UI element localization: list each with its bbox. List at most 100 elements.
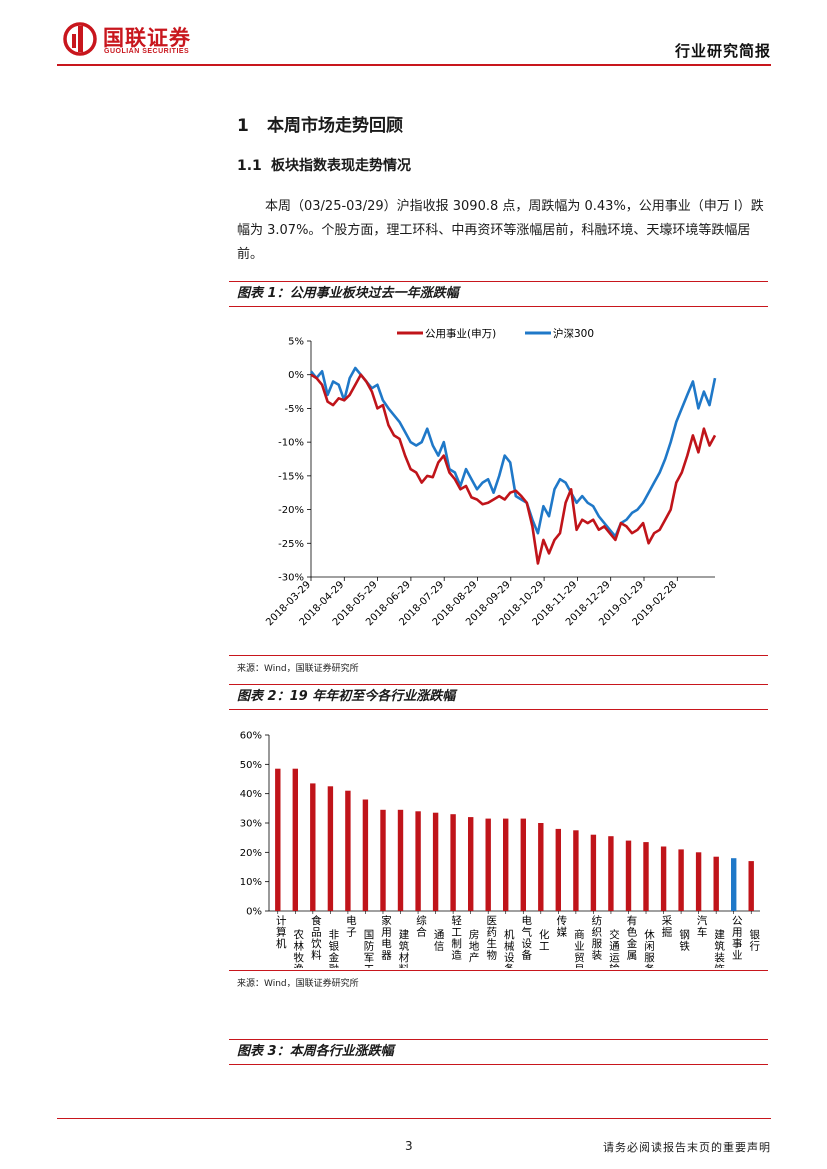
x-category-label: 家用电器 bbox=[380, 914, 392, 961]
subsection-number: 1.1 bbox=[237, 158, 262, 174]
bar bbox=[643, 842, 649, 911]
y-tick-label: 10% bbox=[240, 877, 262, 888]
bar bbox=[555, 828, 561, 911]
x-category-label: 传媒 bbox=[555, 915, 567, 938]
series-line bbox=[310, 373, 717, 565]
x-category-label: 食品饮料 bbox=[310, 914, 322, 961]
logo-text-en: GUOLIAN SECURITIES bbox=[104, 48, 190, 55]
bar bbox=[415, 811, 421, 911]
y-tick-label: 0% bbox=[246, 907, 262, 918]
y-tick-label: -20% bbox=[278, 505, 304, 516]
figure-1-divider bbox=[229, 655, 768, 656]
bar bbox=[292, 768, 298, 911]
bar bbox=[660, 846, 667, 911]
x-category-label: 综合 bbox=[415, 914, 427, 938]
figure-2-divider bbox=[229, 970, 768, 971]
y-tick-label: 5% bbox=[288, 337, 304, 348]
y-tick-label: 20% bbox=[240, 848, 262, 859]
bar bbox=[485, 818, 491, 911]
x-category-label: 国防军工 bbox=[362, 929, 374, 968]
x-category-label: 银行 bbox=[748, 928, 760, 952]
figure-3-title: 图表 3：本周各行业涨跌幅 bbox=[229, 1039, 768, 1065]
bar bbox=[695, 852, 702, 911]
x-category-label: 计算机 bbox=[275, 914, 287, 949]
x-category-label: 纺织服装 bbox=[590, 914, 602, 961]
bar bbox=[538, 823, 544, 911]
logo-text-cn: 国联证券 bbox=[103, 26, 191, 50]
y-tick-label: -25% bbox=[278, 539, 304, 550]
x-category-label: 轻工制造 bbox=[450, 914, 462, 961]
x-category-label: 钢铁 bbox=[678, 928, 690, 952]
summary-paragraph: 本周（03/25-03/29）沪指收报 3090.8 点，周跌幅为 0.43%，… bbox=[237, 199, 764, 262]
legend-label: 公用事业(申万) bbox=[425, 327, 496, 340]
y-tick-label: -30% bbox=[278, 573, 304, 584]
bar bbox=[713, 856, 719, 911]
x-category-label: 房地产 bbox=[468, 928, 480, 963]
bar bbox=[310, 783, 316, 911]
subsection-title: 板块指数表现走势情况 bbox=[271, 158, 411, 174]
legend-label: 沪深300 bbox=[553, 327, 594, 340]
page-header: 国联证券 GUOLIAN SECURITIES 行业研究简报 bbox=[57, 20, 771, 64]
x-category-label: 电气设备 bbox=[520, 914, 532, 961]
x-category-label: 医药生物 bbox=[485, 915, 497, 961]
bar-chart: 0% 10% 20% 30% 40% 50% 60% 计算机 农林牧渔 食品饮料 非银金融电子国防… bbox=[240, 731, 760, 969]
bar bbox=[432, 812, 439, 911]
x-category-label: 采掘 bbox=[661, 915, 673, 938]
bar bbox=[573, 830, 579, 911]
bar bbox=[748, 861, 754, 911]
x-category-label: 非银金融 bbox=[327, 929, 339, 968]
x-category-label: 交通运输 bbox=[608, 928, 620, 968]
bar bbox=[468, 817, 474, 911]
bar bbox=[503, 818, 509, 911]
y-tick-label: 40% bbox=[240, 789, 262, 800]
x-category-label: 机械设备 bbox=[503, 928, 515, 968]
line-chart: 公用事业(申万) 沪深300 5% 0% -5% -10% -15% -20% -25% -30… bbox=[264, 327, 717, 628]
header-divider bbox=[57, 64, 771, 66]
company-logo: 国联证券 GUOLIAN SECURITIES bbox=[63, 20, 223, 60]
figure-2-source: 来源：Wind，国联证券研究所 bbox=[237, 979, 359, 989]
bar bbox=[731, 858, 737, 911]
x-category-label: 有色金属 bbox=[625, 914, 637, 961]
bar bbox=[275, 768, 281, 911]
x-category-label: 汽车 bbox=[696, 914, 708, 938]
x-category-label: 建筑装饰 bbox=[713, 928, 725, 968]
figure-1-source: 来源：Wind，国联证券研究所 bbox=[237, 664, 359, 674]
y-tick-label: 30% bbox=[240, 819, 262, 830]
series-line bbox=[309, 366, 717, 538]
bar bbox=[625, 840, 632, 911]
section-number: 1 bbox=[237, 116, 249, 136]
footer-divider bbox=[57, 1118, 771, 1119]
x-category-label: 建筑材料 bbox=[398, 928, 410, 968]
bar bbox=[397, 809, 404, 911]
bar bbox=[327, 786, 334, 911]
bar bbox=[590, 834, 597, 911]
x-category-label: 公用事业 bbox=[731, 915, 743, 961]
x-category-label: 化工 bbox=[538, 928, 550, 952]
bar bbox=[345, 790, 351, 911]
x-category-label: 通信 bbox=[433, 929, 445, 952]
report-type: 行业研究简报 bbox=[674, 42, 771, 60]
y-tick-label: 0% bbox=[288, 370, 304, 381]
y-tick-label: 60% bbox=[240, 731, 262, 742]
logo-mark-icon bbox=[63, 22, 97, 56]
x-category-label: 电子 bbox=[345, 914, 357, 938]
bar bbox=[678, 849, 684, 911]
section-heading: 1 本周市场走势回顾 bbox=[237, 111, 403, 136]
y-tick-label: -5% bbox=[285, 404, 304, 415]
x-category-label: 休闲服务 bbox=[643, 929, 655, 968]
bar bbox=[362, 799, 369, 911]
y-tick-label: -15% bbox=[278, 471, 304, 482]
y-tick-label: 50% bbox=[240, 760, 262, 771]
bar bbox=[450, 814, 456, 911]
figure-2-title: 图表 2：19 年年初至今各行业涨跌幅 bbox=[229, 684, 768, 710]
subsection-heading: 1.1 板块指数表现走势情况 bbox=[237, 155, 411, 175]
figure-1-title: 图表 1：公用事业板块过去一年涨跌幅 bbox=[229, 281, 768, 307]
page-number: 3 bbox=[405, 1139, 413, 1153]
bar bbox=[520, 818, 526, 911]
y-tick-label: -10% bbox=[278, 438, 304, 449]
section-title: 本周市场走势回顾 bbox=[267, 116, 403, 136]
x-category-label: 农林牧渔 bbox=[292, 928, 304, 968]
bar bbox=[608, 836, 614, 911]
bar bbox=[380, 809, 386, 911]
footer-disclaimer: 请务必阅读报告末页的重要声明 bbox=[603, 1141, 771, 1154]
